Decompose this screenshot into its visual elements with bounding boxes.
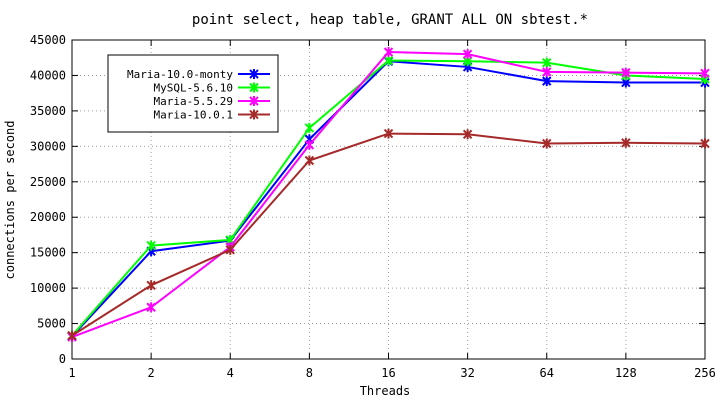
x-axis-label: Threads [360,384,411,398]
data-point [700,138,710,149]
x-tick-label: 256 [694,366,716,380]
legend-swatch-marker [249,96,259,106]
data-point [542,138,552,149]
data-point [304,155,315,166]
data-point [621,67,631,78]
legend-label: Maria-10.0.1 [154,109,233,122]
series-4 [67,128,710,341]
legend: Maria-10.0-montyMySQL-5.6.10Maria-5.5.29… [107,54,279,133]
x-axis: 1 2 4 8 16 32 64 128 256 [68,40,716,380]
y-tick-label: 35000 [30,104,66,118]
legend-swatch-marker [249,109,259,120]
x-tick-label: 2 [148,366,155,380]
x-tick-label: 128 [615,366,637,380]
legend-box [107,54,279,133]
chart-title: point select, heap table, GRANT ALL ON s… [192,12,588,28]
x-tick-label: 8 [306,366,313,380]
data-point [542,76,552,87]
data-point [146,240,156,251]
y-tick-label: 5000 [37,317,66,331]
data-point [621,137,631,148]
y-tick-label: 40000 [30,68,66,82]
x-tick-label: 64 [540,366,554,380]
data-point [67,330,77,341]
data-point [383,47,394,58]
x-tick-label: 32 [460,366,474,380]
y-tick-label: 0 [59,352,66,366]
x-tick-label: 4 [227,366,234,380]
series-3 [67,47,710,343]
y-tick-label: 30000 [30,139,66,153]
data-point [383,55,394,66]
y-tick-label: 25000 [30,175,66,189]
data-point [304,122,315,133]
data-point [462,49,473,60]
y-tick-label: 45000 [30,33,66,47]
y-axis-label: connections per second [3,121,17,280]
y-axis: 0 5000 10000 15000 20000 25000 30000 35000 40000… [30,33,705,366]
data-point [462,129,473,140]
data-point [304,139,315,150]
data-point [225,244,235,255]
legend-label: Maria-5.5.29 [154,95,233,108]
data-point [700,68,710,79]
x-tick-label: 16 [381,366,395,380]
data-point [542,66,552,77]
y-tick-label: 15000 [30,246,66,260]
y-tick-label: 10000 [30,281,66,295]
series-line [71,132,706,337]
x-tick-label: 1 [68,366,75,380]
legend-swatch-marker [249,69,259,79]
legend-swatch-marker [249,82,259,93]
data-point [542,57,552,68]
y-tick-label: 20000 [30,210,66,224]
legend-label: Maria-10.0-monty [127,68,233,81]
legend-label: MySQL-5.6.10 [154,82,233,95]
grid [72,40,705,359]
data-point [383,128,394,139]
data-point [146,302,156,313]
data-point [146,280,156,291]
series-layer [67,47,710,343]
